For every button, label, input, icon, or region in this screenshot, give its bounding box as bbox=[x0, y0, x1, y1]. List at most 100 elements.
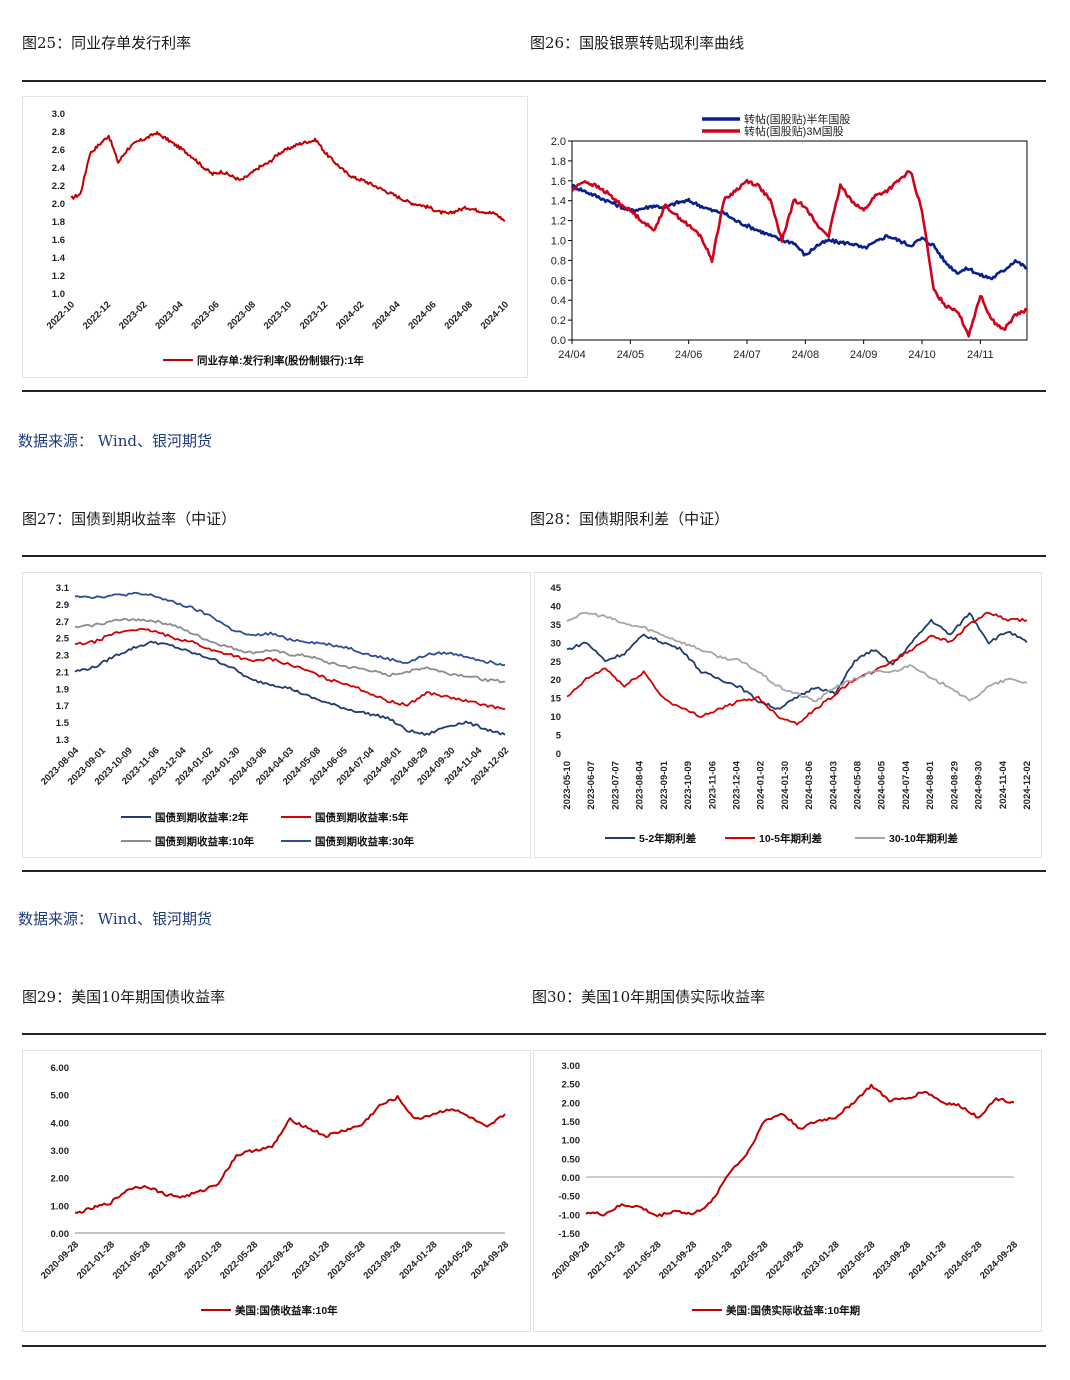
fig26-series-line-2 bbox=[570, 170, 1028, 338]
fig28-y-tick-label: 10 bbox=[550, 712, 561, 723]
data-source-1: 数据来源： Wind、银河期货 bbox=[18, 432, 212, 450]
fig29-y-tick-label: 5.00 bbox=[51, 1091, 70, 1102]
fig25-y-tick-label: 2.2 bbox=[52, 181, 65, 192]
fig28-legend-label: 30-10年期利差 bbox=[889, 832, 958, 845]
fig28-x-tick-label: 2024-08-01 bbox=[925, 760, 936, 809]
divider-1 bbox=[22, 390, 1046, 392]
fig28-series-line-2 bbox=[566, 611, 1028, 726]
fig26-x-tick-label: 24/08 bbox=[792, 349, 820, 361]
fig25-y-tick-label: 2.0 bbox=[52, 199, 65, 210]
fig27-series-line-1 bbox=[74, 640, 506, 736]
fig26-y-tick-label: 1.2 bbox=[551, 216, 566, 228]
fig26-series-line-1 bbox=[570, 183, 1028, 281]
fig26-x-tick-label: 24/05 bbox=[617, 349, 645, 361]
fig26-plot-frame bbox=[571, 140, 1028, 341]
fig25-series-line-1 bbox=[70, 131, 506, 222]
fig28-y-tick-label: 30 bbox=[550, 638, 561, 649]
fig30-series-line-1 bbox=[585, 1083, 1015, 1218]
chart-fig27: 3.1 2.9 2.7 2.5 2.3 2.1 1.9 1.7 1.5 1.3 2023-08-04… bbox=[22, 572, 531, 858]
fig29-x-tick-label: 2023-09-28 bbox=[361, 1239, 403, 1281]
fig25-x-tick-label: 2022-12 bbox=[81, 299, 113, 331]
fig28-x-tick-label: 2024-01-30 bbox=[780, 761, 791, 810]
fig26-legend-label: 转帖(国股贴)3M国股 bbox=[744, 124, 844, 138]
divider-4 bbox=[22, 1033, 1046, 1035]
fig30-title: 图30：美国10年期国债实际收益率 bbox=[532, 988, 766, 1006]
fig27-y-tick-label: 2.3 bbox=[56, 651, 69, 662]
fig25-x-tick-label: 2023-02 bbox=[117, 299, 149, 331]
fig28-x-tick-label: 2023-09-01 bbox=[659, 760, 670, 809]
fig26-y-tick-label: 1.6 bbox=[551, 176, 566, 188]
fig25-x-tick-label: 2024-02 bbox=[334, 299, 366, 331]
fig28-y-tick-label: 0 bbox=[556, 749, 561, 760]
fig25-y-tick-label: 1.6 bbox=[52, 235, 65, 246]
fig26-legend-label: 转帖(国股贴)半年国股 bbox=[744, 112, 850, 126]
fig26-y-tick-label: 0.2 bbox=[551, 315, 566, 327]
fig28-y-tick-label: 5 bbox=[556, 731, 562, 742]
fig29-series-line-1 bbox=[74, 1095, 506, 1214]
fig28-x-tick-label: 2024-11-04 bbox=[998, 760, 1009, 809]
fig29-x-tick-label: 2024-01-28 bbox=[397, 1239, 439, 1281]
fig30-y-tick-label: 2.00 bbox=[562, 1098, 581, 1109]
fig28-x-tick-label: 2023-07-07 bbox=[610, 761, 621, 810]
fig25-legend-label: 同业存单:发行利率(股份制银行):1年 bbox=[197, 354, 364, 367]
fig28-x-tick-label: 2024-12-02 bbox=[1022, 761, 1033, 810]
fig25-y-tick-label: 2.4 bbox=[52, 163, 66, 174]
fig28-legend-label: 5-2年期利差 bbox=[639, 832, 697, 845]
fig27-y-tick-label: 2.1 bbox=[56, 667, 70, 678]
fig27-y-tick-label: 2.9 bbox=[56, 600, 69, 611]
fig26-y-tick-label: 0.8 bbox=[551, 255, 566, 267]
fig27-y-tick-label: 3.1 bbox=[56, 583, 70, 594]
fig27-series-line-4 bbox=[74, 591, 506, 667]
fig25-y-tick-label: 1.2 bbox=[52, 271, 65, 282]
fig28-x-tick-label: 2024-08-29 bbox=[949, 761, 960, 810]
fig28-y-tick-label: 35 bbox=[550, 620, 561, 631]
fig26-x-tick-label: 24/07 bbox=[733, 349, 761, 361]
fig30-y-tick-label: 1.50 bbox=[562, 1117, 581, 1128]
fig27-svg: 3.12.92.72.52.32.11.91.71.51.32023-08-04… bbox=[39, 583, 511, 848]
fig30-y-tick-label: 0.50 bbox=[562, 1154, 581, 1165]
fig26-y-tick-label: 0.4 bbox=[551, 295, 566, 307]
fig27-y-tick-label: 2.5 bbox=[56, 634, 70, 645]
fig26-x-tick-label: 24/10 bbox=[908, 349, 936, 361]
fig30-y-tick-label: 2.50 bbox=[562, 1080, 581, 1091]
fig25-y-tick-label: 1.0 bbox=[52, 289, 65, 300]
fig27-legend-label: 国债到期收益率:5年 bbox=[315, 811, 409, 824]
fig29-y-tick-label: 3.00 bbox=[51, 1146, 70, 1157]
data-source-2: 数据来源： Wind、银河期货 bbox=[18, 910, 212, 928]
fig28-y-tick-label: 15 bbox=[550, 694, 561, 705]
fig29-x-tick-label: 2021-01-28 bbox=[75, 1239, 117, 1281]
fig26-svg: 2.0 1.8 1.6 1.4 1.2 1.0 0.8 0.6 0.4 0.2 0.0 24/04 24… bbox=[551, 112, 1028, 361]
fig25-y-tick-label: 2.8 bbox=[52, 127, 65, 138]
fig25-y-tick-label: 1.4 bbox=[52, 253, 66, 264]
fig29-x-tick-label: 2020-09-28 bbox=[39, 1239, 81, 1281]
fig28-y-tick-label: 25 bbox=[550, 657, 561, 668]
fig29-y-tick-label: 2.00 bbox=[51, 1174, 70, 1185]
fig27-y-tick-label: 2.7 bbox=[56, 617, 69, 628]
fig25-svg: 3.0 2.8 2.6 2.4 2.2 2.0 1.8 1.6 1.4 1.2 1.02022-10… bbox=[45, 109, 511, 367]
fig28-x-tick-label: 2023-08-04 bbox=[635, 760, 646, 809]
fig29-y-tick-label: 4.00 bbox=[51, 1118, 70, 1129]
fig26-x-tick-label: 24/04 bbox=[558, 349, 586, 361]
fig29-x-tick-label: 2022-09-28 bbox=[254, 1239, 296, 1281]
fig30-y-tick-label: -1.00 bbox=[558, 1210, 580, 1221]
divider-3 bbox=[22, 870, 1046, 872]
fig25-y-tick-label: 2.6 bbox=[52, 145, 65, 156]
chart-fig25: 3.0 2.8 2.6 2.4 2.2 2.0 1.8 1.6 1.4 1.2 1.0 2022-10… bbox=[22, 96, 528, 378]
fig29-x-tick-label: 2024-09-28 bbox=[469, 1239, 511, 1281]
chart-fig29: 6.00 5.00 4.00 3.00 2.00 1.00 0.00 2020-09-28 20… bbox=[22, 1050, 531, 1332]
fig26-x-tick-label: 24/09 bbox=[850, 349, 878, 361]
fig28-x-tick-label: 2023-05-10 bbox=[562, 761, 573, 810]
chart-fig26: 2.0 1.8 1.6 1.4 1.2 1.0 0.8 0.6 0.4 0.2 0.0 24/04 24… bbox=[533, 96, 1043, 378]
fig28-series-line-3 bbox=[566, 611, 1028, 703]
fig25-x-tick-label: 2023-08 bbox=[226, 299, 258, 331]
fig27-legend-label: 国债到期收益率:10年 bbox=[155, 835, 255, 848]
fig25-y-tick-label: 3.0 bbox=[52, 109, 65, 120]
fig30-y-tick-label: 1.00 bbox=[562, 1136, 581, 1147]
fig28-y-tick-label: 40 bbox=[550, 601, 561, 612]
divider-2 bbox=[22, 555, 1046, 557]
fig28-x-tick-label: 2024-01-02 bbox=[756, 761, 767, 810]
fig27-series-line-3 bbox=[74, 617, 506, 684]
fig29-x-tick-label: 2022-01-28 bbox=[182, 1239, 224, 1281]
bottom-divider bbox=[22, 1345, 1046, 1347]
